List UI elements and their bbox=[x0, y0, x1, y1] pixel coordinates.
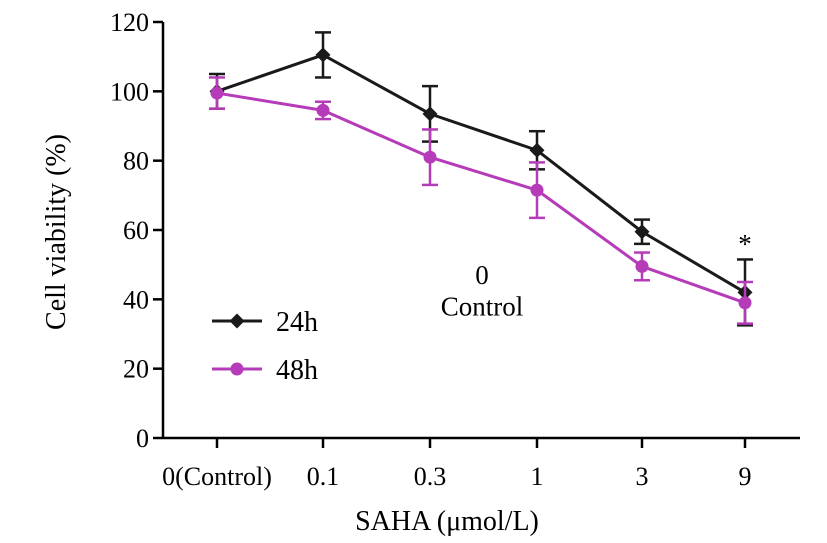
y-tick-label: 40 bbox=[123, 285, 149, 314]
legend-item-48h: 48h bbox=[212, 355, 318, 386]
y-axis-ticks: 0 20 40 60 80 100 120 bbox=[110, 8, 163, 453]
x-tick-label: 3 bbox=[636, 462, 649, 491]
series-line-48h bbox=[216, 91, 746, 305]
legend-label-48h: 48h bbox=[276, 355, 318, 386]
y-tick-label: 80 bbox=[123, 147, 149, 176]
x-axis-ticks: 0(Control) 0.1 0.3 1 3 9 bbox=[162, 438, 752, 491]
legend: 24h 48h bbox=[212, 307, 318, 386]
legend-item-24h: 24h bbox=[212, 307, 318, 338]
x-tick-label: 1 bbox=[531, 462, 544, 491]
data-point-48h bbox=[635, 259, 649, 273]
annotation-text: Control bbox=[441, 291, 524, 321]
x-tick-label: 0(Control) bbox=[162, 462, 272, 491]
y-tick-label: 120 bbox=[110, 8, 149, 37]
series-line-24h bbox=[216, 53, 746, 294]
significance-asterisk: * bbox=[738, 229, 752, 259]
data-point-48h bbox=[210, 86, 224, 100]
y-tick-label: 20 bbox=[123, 355, 149, 384]
data-point-24h bbox=[634, 224, 650, 240]
x-tick-label: 0.1 bbox=[307, 462, 340, 491]
annotation-text: 0 bbox=[475, 260, 489, 290]
data-point-48h bbox=[738, 296, 752, 310]
data-point-24h bbox=[422, 106, 438, 122]
x-tick-label: 0.3 bbox=[414, 462, 447, 491]
y-tick-label: 60 bbox=[123, 216, 149, 245]
data-point-48h bbox=[423, 150, 437, 164]
x-axis-title: SAHA (μmol/L) bbox=[355, 506, 539, 537]
y-axis-title: Cell viability (%) bbox=[41, 134, 72, 330]
x-tick-label: 9 bbox=[739, 462, 752, 491]
data-point-48h bbox=[530, 183, 544, 197]
legend-label-24h: 24h bbox=[276, 307, 318, 338]
data-point-24h bbox=[315, 47, 331, 63]
legend-marker-48h bbox=[230, 362, 244, 376]
data-point-48h bbox=[316, 103, 330, 117]
y-tick-label: 100 bbox=[110, 77, 149, 106]
series-48h bbox=[209, 76, 753, 325]
data-point-24h bbox=[529, 142, 545, 158]
legend-marker-24h bbox=[229, 313, 245, 329]
y-tick-label: 0 bbox=[136, 424, 149, 453]
series-layer bbox=[209, 31, 753, 327]
